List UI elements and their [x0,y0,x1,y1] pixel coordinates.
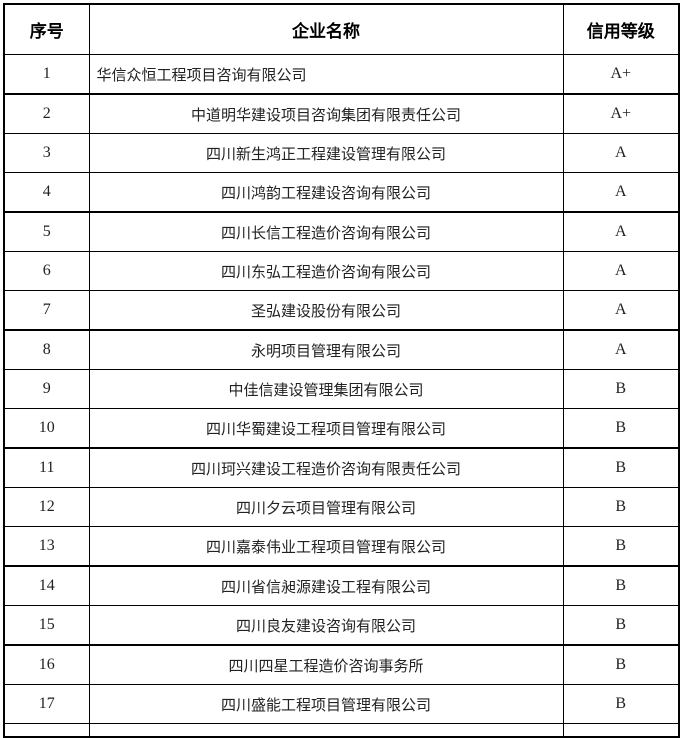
row-credit-rating: B [562,447,680,488]
row-company-name: 四川良友建设咨询有限公司 [88,605,564,646]
row-company-name: 中道明华建设项目咨询集团有限责任公司 [88,93,564,134]
row-company-name: 四川华蜀建设工程项目管理有限公司 [88,408,564,449]
row-credit-rating: B [562,526,680,567]
table-row: 9 中佳信建设管理集团有限公司 B [3,369,680,409]
row-credit-rating: B [562,605,680,646]
row-credit-rating: A [562,211,680,252]
row-index: 13 [3,526,90,567]
row-company-name: 四川鸿韵工程建设咨询有限公司 [88,172,564,213]
row-index: 4 [3,172,90,213]
row-credit-rating: A [562,133,680,173]
table-row: 10 四川华蜀建设工程项目管理有限公司 B [3,408,680,449]
row-index: 8 [3,329,90,370]
row-index: 10 [3,408,90,449]
table-row-partial [3,723,680,737]
row-index: 3 [3,133,90,173]
row-company-name: 永明项目管理有限公司 [88,329,564,370]
table-row: 11 四川珂兴建设工程造价咨询有限责任公司 B [3,447,680,488]
row-company-name: 四川省信昶源建设工程有限公司 [88,565,564,606]
row-company-name [88,723,564,737]
row-index: 5 [3,211,90,252]
row-credit-rating: A [562,329,680,370]
table-row: 13 四川嘉泰伟业工程项目管理有限公司 B [3,526,680,567]
header-index: 序号 [3,3,90,55]
row-credit-rating: A [562,251,680,291]
row-credit-rating: B [562,644,680,685]
row-credit-rating: A+ [562,54,680,95]
row-company-name: 四川盛能工程项目管理有限公司 [88,684,564,724]
table-body: 1 华信众恒工程项目咨询有限公司 A+ 2 中道明华建设项目咨询集团有限责任公司… [3,54,680,737]
row-index: 16 [3,644,90,685]
row-credit-rating: A+ [562,93,680,134]
row-company-name: 中佳信建设管理集团有限公司 [88,369,564,409]
row-index: 2 [3,93,90,134]
table-row: 8 永明项目管理有限公司 A [3,329,680,370]
table-row: 3 四川新生鸿正工程建设管理有限公司 A [3,133,680,173]
table-header-row: 序号 企业名称 信用等级 [3,3,680,55]
row-credit-rating: B [562,369,680,409]
row-index: 15 [3,605,90,646]
table-row: 5 四川长信工程造价咨询有限公司 A [3,211,680,252]
row-company-name: 四川夕云项目管理有限公司 [88,487,564,527]
row-credit-rating: B [562,487,680,527]
header-credit-rating: 信用等级 [562,3,680,55]
row-index: 14 [3,565,90,606]
table-row: 15 四川良友建设咨询有限公司 B [3,605,680,646]
row-credit-rating [562,723,680,737]
row-company-name: 四川东弘工程造价咨询有限公司 [88,251,564,291]
row-company-name: 四川嘉泰伟业工程项目管理有限公司 [88,526,564,567]
row-company-name: 四川长信工程造价咨询有限公司 [88,211,564,252]
row-credit-rating: B [562,408,680,449]
row-credit-rating: A [562,290,680,331]
table-row: 17 四川盛能工程项目管理有限公司 B [3,684,680,724]
row-index: 11 [3,447,90,488]
table-row: 4 四川鸿韵工程建设咨询有限公司 A [3,172,680,213]
row-company-name: 四川四星工程造价咨询事务所 [88,644,564,685]
credit-rating-table: 序号 企业名称 信用等级 1 华信众恒工程项目咨询有限公司 A+ 2 中道明华建… [3,3,680,738]
row-index: 12 [3,487,90,527]
table-row: 2 中道明华建设项目咨询集团有限责任公司 A+ [3,93,680,134]
row-index: 6 [3,251,90,291]
row-credit-rating: A [562,172,680,213]
table-row: 12 四川夕云项目管理有限公司 B [3,487,680,527]
table-row: 1 华信众恒工程项目咨询有限公司 A+ [3,54,680,95]
row-company-name: 华信众恒工程项目咨询有限公司 [88,54,564,95]
row-index: 17 [3,684,90,724]
row-index: 1 [3,54,90,95]
table-row: 16 四川四星工程造价咨询事务所 B [3,644,680,685]
table-row: 6 四川东弘工程造价咨询有限公司 A [3,251,680,291]
row-company-name: 圣弘建设股份有限公司 [88,290,564,331]
row-index: 9 [3,369,90,409]
row-company-name: 四川新生鸿正工程建设管理有限公司 [88,133,564,173]
table-row: 14 四川省信昶源建设工程有限公司 B [3,565,680,606]
row-credit-rating: B [562,565,680,606]
row-index: 7 [3,290,90,331]
header-company-name: 企业名称 [88,3,564,55]
row-company-name: 四川珂兴建设工程造价咨询有限责任公司 [88,447,564,488]
table-row: 7 圣弘建设股份有限公司 A [3,290,680,331]
row-index [3,723,90,737]
